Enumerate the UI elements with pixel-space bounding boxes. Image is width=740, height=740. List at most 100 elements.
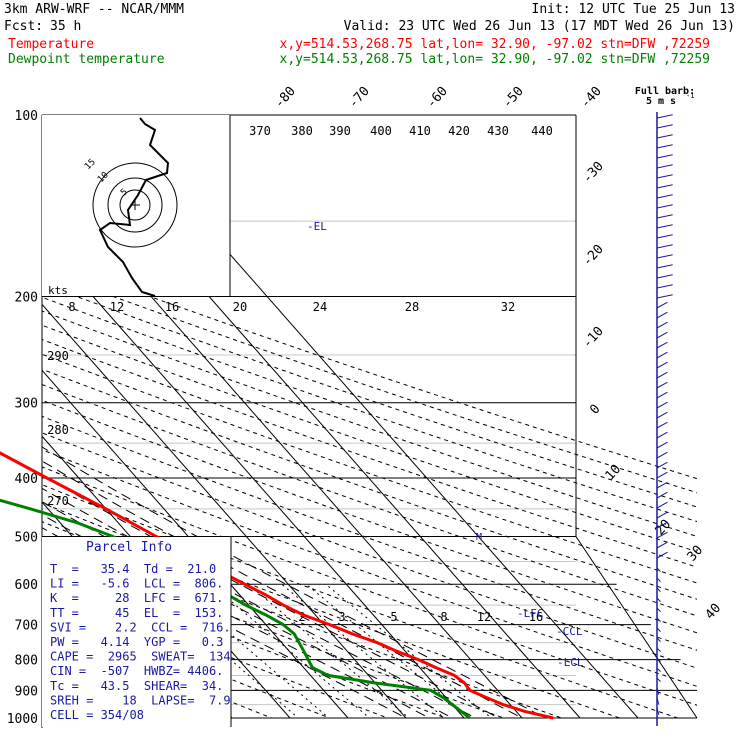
theta-e-label-390: 390 [329, 124, 351, 138]
hodograph-trace [98, 117, 170, 297]
wind-barb-27 [656, 381, 668, 389]
wind-barb-18 [656, 294, 673, 299]
mixing-ratio-line-12 [281, 583, 461, 718]
pressure-label-100: 100 [15, 109, 38, 124]
theta-e-label-420: 420 [448, 124, 470, 138]
pressure-label-500: 500 [15, 530, 38, 545]
theta-label-270: 270 [47, 494, 69, 508]
parcel-info-row-0: T = 35.4 Td = 21.0 [50, 562, 216, 576]
dry-adiabat-470 [42, 115, 697, 718]
header-valid-time: Valid: 23 UTC Wed 26 Jun 13 (17 MDT Wed … [344, 19, 735, 34]
theta-label-290: 290 [47, 349, 69, 363]
marker-lfc: -LFC [517, 607, 544, 620]
wind-barb-42 [656, 531, 668, 539]
pressure-label-600: 600 [15, 578, 38, 593]
dry-adiabat-440 [42, 115, 697, 718]
wind-barb-22 [656, 331, 668, 339]
mixing-ratio-line-3 [172, 583, 345, 718]
theta-e-label-380: 380 [291, 124, 313, 138]
theta-e-label-400: 400 [370, 124, 392, 138]
mixing-ratio-line-8 [247, 583, 425, 718]
hodograph: 5 10 15 kts [42, 115, 231, 297]
parcel-info-panel: Parcel Info T = 35.4 Td = 21.0LI = -5.6 … [42, 537, 232, 727]
mixing-ratio-line-2 [143, 583, 314, 718]
isotherm-10 [42, 115, 407, 718]
wind-barb-55 [656, 667, 661, 672]
wind-barb-43 [656, 541, 668, 549]
wind-barb-35 [656, 461, 668, 469]
wind-barb-25 [656, 361, 668, 369]
wind-barb-4 [656, 154, 673, 159]
wind-barb-45 [656, 567, 661, 572]
wind-barb-9 [656, 204, 673, 209]
marker-lcl: -LCL [557, 656, 584, 669]
wind-barb-56 [656, 677, 661, 682]
parcel-info-row-9: SREH = 18 LAPSE= 7.9 [50, 693, 231, 707]
parcel-info-row-7: CIN = -507 HWBZ= 4406. [50, 664, 223, 678]
pressure-label-300: 300 [15, 397, 38, 412]
header-fcst-label: Fcst: [4, 19, 43, 34]
parcel-info-rows: T = 35.4 Td = 21.0LI = -5.6 LCL = 806.K … [50, 562, 231, 722]
wind-barb-2 [656, 134, 673, 139]
hodograph-ring-10 [107, 177, 163, 233]
wind-barb-44 [656, 551, 668, 559]
header-fcst-hours: 35 h [50, 19, 81, 34]
parcel-info-row-3: TT = 45 EL = 153. [50, 606, 223, 620]
barb-key-units: 5 m s [646, 96, 676, 107]
parcel-info-row-5: PW = 4.14 YGP = 0.3 [50, 635, 223, 649]
wind-barb-52 [656, 637, 661, 642]
pressure-label-1000: 1000 [7, 712, 38, 727]
dry-adiabat-360 [42, 115, 697, 718]
mixing-ratio-label-16: 16 [529, 610, 543, 624]
wind-barb-0 [656, 114, 673, 119]
mixing-ratio-line-5 [210, 583, 386, 718]
mixing-ratio-line-20 [325, 583, 508, 718]
theta-e-label-440: 440 [531, 124, 553, 138]
theta-e-label-430: 430 [487, 124, 509, 138]
legend-dewpoint-label: Dewpoint temperature [8, 52, 165, 67]
wind-barb-49 [656, 607, 661, 612]
mixing-ratio-label-2: 2 [298, 610, 305, 624]
wind-barb-24 [656, 351, 668, 359]
pressure-label-700: 700 [15, 619, 38, 634]
header-model-title: 3km ARW-WRF -- NCAR/MMM [4, 2, 184, 17]
hodograph-units: kts [48, 284, 68, 297]
wind-barb-33 [656, 441, 668, 449]
wind-barb-37 [656, 481, 668, 489]
moist-adiabat-26 [42, 296, 523, 718]
dry-adiabat-280 [42, 115, 422, 718]
mixing-ratio-label-5: 5 [390, 610, 397, 624]
parcel-info-title: Parcel Info [86, 540, 172, 555]
wind-barb-21 [656, 321, 668, 329]
dry-adiabat-290 [42, 115, 481, 718]
pressure-label-200: 200 [15, 291, 38, 306]
hodograph-x-tick-24: 24 [313, 300, 327, 314]
theta-label-280: 280 [47, 423, 69, 437]
pressure-label-400: 400 [15, 472, 38, 487]
legend-dewpoint-info: x,y=514.53,268.75 lat,lon= 32.90, -97.02… [280, 52, 710, 67]
hodograph-x-tick-8: 8 [68, 300, 75, 314]
parcel-info-row-4: SVI = 2.2 CCL = 716. [50, 620, 231, 634]
parcel-info-row-1: LI = -5.6 LCL = 806. [50, 577, 223, 591]
wind-barb-3 [656, 144, 673, 149]
hodograph-x-tick-32: 32 [501, 300, 515, 314]
wind-barb-53 [656, 647, 661, 652]
theta-e-label-410: 410 [409, 124, 431, 138]
wind-barb-14 [656, 254, 673, 259]
wind-barb-13 [656, 244, 673, 249]
pressure-label-900: 900 [15, 684, 38, 699]
wind-barb-26 [656, 371, 668, 379]
hodograph-x-tick-20: 20 [233, 300, 247, 314]
wind-barb-7 [656, 184, 673, 189]
mixing-ratio-label-12: 12 [477, 610, 491, 624]
wind-barb-5 [656, 164, 673, 169]
wind-barb-1 [656, 124, 673, 129]
parcel-info-row-8: Tc = 43.5 SHEAR= 34. [50, 679, 223, 693]
dry-adiabat-340 [42, 115, 697, 718]
moist-adiabat-34 [42, 296, 570, 718]
wind-barb-30 [656, 411, 668, 419]
wind-barb-46 [656, 577, 661, 582]
barb-key-label: Full barb: [635, 86, 695, 97]
wind-barb-32 [656, 431, 668, 439]
